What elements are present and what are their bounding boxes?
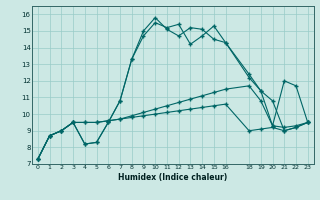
X-axis label: Humidex (Indice chaleur): Humidex (Indice chaleur) — [118, 173, 228, 182]
